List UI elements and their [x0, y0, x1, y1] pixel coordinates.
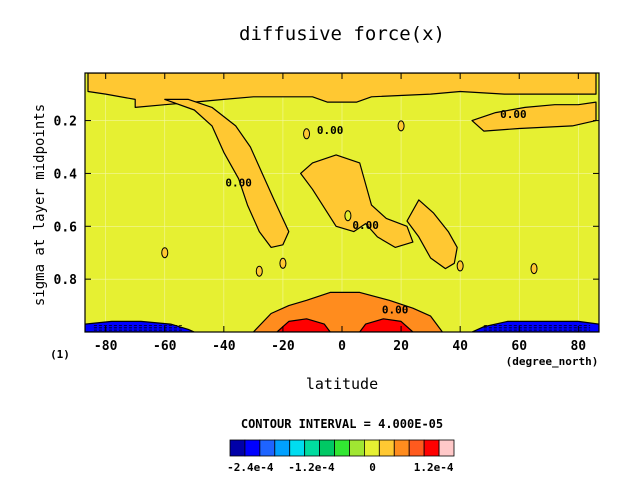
- panel-label: (1): [50, 348, 70, 361]
- colorbar-swatch: [244, 439, 261, 457]
- contour-label: 0.00: [225, 177, 252, 190]
- region-surface-max-sh: [276, 318, 331, 332]
- contour-island: [344, 210, 352, 222]
- contour-island: [279, 257, 287, 269]
- colorbar-swatch: [319, 439, 335, 457]
- colorbar-swatch: [363, 439, 380, 457]
- contour-label: 0.00: [317, 124, 344, 137]
- contour-island: [530, 263, 538, 275]
- x-tick-label: 0: [338, 339, 346, 354]
- region-central: [300, 154, 414, 248]
- x-tick-label: -80: [94, 339, 118, 354]
- x-tick-label: -40: [212, 339, 236, 354]
- y-tick-label: 0.4: [54, 167, 78, 182]
- region-nh-upper: [471, 101, 597, 132]
- colorbar-swatch: [349, 439, 365, 457]
- colorbar-tick-label: 1.2e-4: [414, 461, 454, 474]
- region-upper-band: [87, 73, 597, 108]
- x-tick-label: 80: [570, 339, 586, 354]
- colorbar-swatch: [259, 439, 276, 457]
- y-tick-label: 0.2: [54, 115, 77, 130]
- chart-title: diffusive force(x): [239, 23, 445, 45]
- x-unit-label: (degree_north): [506, 355, 599, 368]
- colorbar-swatch: [438, 439, 455, 457]
- contour-label: 0.00: [352, 219, 379, 232]
- colorbar: -2.4e-4 -1.2e-4 0 1.2e-4: [227, 439, 455, 474]
- contour-label: 0.00: [382, 304, 409, 317]
- y-axis: 0.2 0.4 0.6 0.8: [54, 115, 599, 288]
- region-surface-max-nh: [359, 318, 414, 332]
- y-tick-label: 0.6: [54, 220, 78, 235]
- contour-labels: 0.00 0.00 0.00 0.00 0.00: [225, 108, 526, 317]
- y-axis-label: sigma at layer midpoints: [32, 104, 48, 306]
- x-axis-label: latitude: [306, 375, 378, 393]
- contour-interval-label: CONTOUR INTERVAL = 4.000E-05: [241, 417, 443, 431]
- y-tick-label: 0.8: [54, 273, 78, 288]
- region-surface-min-nh: [471, 320, 599, 332]
- contour-regions: [85, 73, 599, 332]
- region-sh-arm: [164, 98, 290, 248]
- plot-area: [85, 73, 599, 332]
- x-tick-label: -60: [153, 339, 177, 354]
- colorbar-swatch: [289, 439, 306, 457]
- contour-island: [456, 260, 464, 272]
- colorbar-swatch: [274, 439, 291, 457]
- x-tick-label: 40: [452, 339, 468, 354]
- colorbar-swatch: [393, 439, 410, 457]
- colorbar-swatch: [304, 439, 321, 457]
- x-axis: -80 -60 -40 -20 0 20 40 60 80: [94, 73, 586, 354]
- x-tick-label: -20: [271, 339, 295, 354]
- contour-island: [397, 120, 405, 132]
- colorbar-tick-label: -2.4e-4: [227, 461, 274, 474]
- contour-label: 0.00: [500, 108, 527, 121]
- region-nh-arm: [406, 199, 458, 270]
- colorbar-swatch: [229, 439, 246, 457]
- contour-island: [255, 265, 263, 277]
- x-tick-label: 20: [393, 339, 409, 354]
- contour-island: [303, 128, 311, 140]
- colorbar-tick-label: 0: [369, 461, 376, 474]
- colorbar-swatch: [408, 439, 425, 457]
- colorbar-tick-label: -1.2e-4: [288, 461, 335, 474]
- colorbar-swatch: [423, 439, 440, 457]
- colorbar-swatch: [334, 439, 350, 457]
- contour-island: [161, 247, 169, 259]
- colorbar-swatch: [378, 439, 395, 457]
- x-tick-label: 60: [511, 339, 527, 354]
